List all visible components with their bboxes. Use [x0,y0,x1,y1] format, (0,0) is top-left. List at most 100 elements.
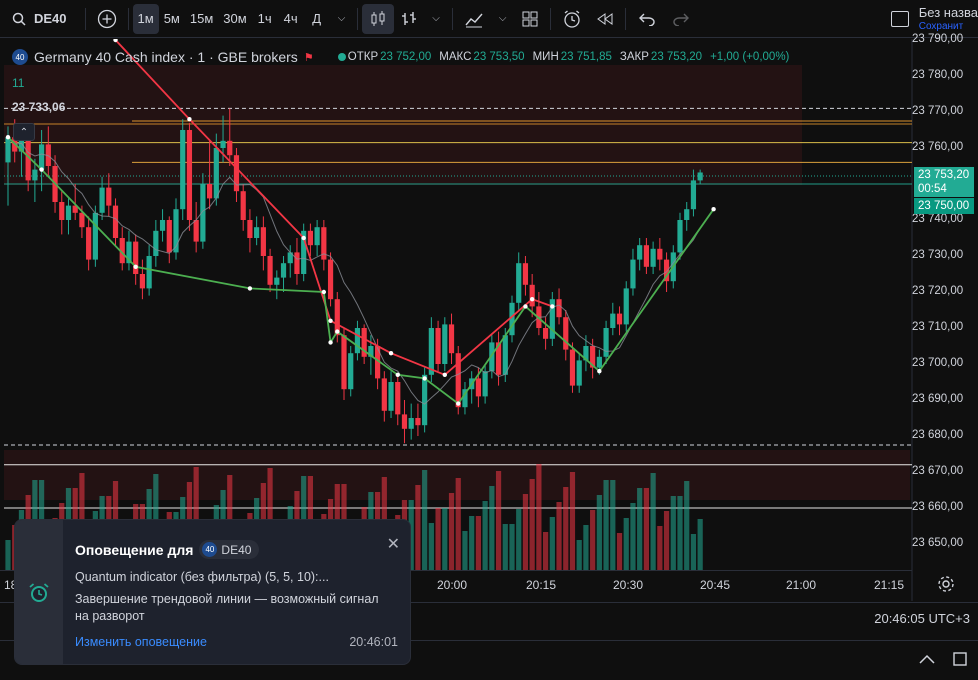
collapse-legend-button[interactable]: ⌃ [13,123,35,141]
candle-body [475,378,481,397]
pivot-point [597,369,602,374]
price-tick-label: 23 660,00 [912,501,964,513]
candle-body [227,140,233,156]
compare-button[interactable] [90,4,124,34]
alert-symbol-chip[interactable]: 40 DE40 [199,540,260,559]
candle-body [482,371,488,397]
volume-bar [502,524,508,570]
redo-button[interactable] [664,4,698,34]
layouts-button[interactable] [514,4,546,34]
maximize-icon[interactable] [952,651,968,667]
alert-symbol: DE40 [221,542,252,557]
hline-price-tag: 23 750,00 [914,198,974,214]
candle-body [415,418,421,426]
indicators-button[interactable] [457,4,491,34]
open-label: ОТКР [347,51,379,63]
symbol-title[interactable]: Germany 40 Cash index · 1 · GBE brokers [34,49,298,65]
candle-body [489,342,495,372]
clock[interactable]: 20:46:05 UTC+3 [874,611,970,626]
volume-bar [569,472,576,570]
edit-alert-link[interactable]: Изменить оповещение [75,635,207,649]
volume-bar [509,524,515,570]
alert-notification[interactable]: Оповещение для 40 DE40 ✕ Quantum indicat… [14,519,411,665]
flag-icon[interactable]: ⚑ [303,52,314,64]
candle-body [375,346,381,379]
candle-body [603,328,609,357]
candle-body [5,137,11,163]
volume-bar [630,503,636,570]
volume-bar [435,508,441,570]
volume-bar [455,478,461,570]
candle-body [509,302,515,336]
chevron-up-icon[interactable] [918,653,936,665]
bars-type-button[interactable] [394,4,424,34]
candle-body [422,374,428,426]
candle-body [657,248,663,260]
candle-body [563,317,569,350]
interval-5m[interactable]: 5м [163,11,180,26]
undo-button[interactable] [630,4,664,34]
candle-body [327,259,334,300]
volume-bar [543,532,549,570]
candle-body [18,140,25,152]
price-tick-label: 23 670,00 [912,465,964,477]
chart-pane[interactable] [0,39,978,601]
volume-bar [495,471,502,570]
chevron-down-icon[interactable]: ⌵ [337,13,346,24]
volume-bar [623,518,629,570]
close-icon[interactable]: ✕ [386,536,400,553]
replay-button[interactable] [589,4,621,34]
price-tick-label: 23 790,00 [912,33,964,45]
interval-1d[interactable]: Д [312,11,322,26]
volume-bar [529,479,535,570]
chevron-down-icon[interactable]: ⌵ [432,13,440,24]
interval-30m[interactable]: 30м [223,11,247,26]
candle-body [233,155,240,192]
candle-body [408,418,414,429]
candle-body [543,328,549,339]
candle-body [280,263,287,278]
candle-body [495,342,502,375]
last-price-tag: 23 753,20 00:54 [914,167,974,197]
pivot-point [39,167,44,172]
volume-bar [556,502,562,570]
candle-body [556,299,562,318]
settings-button[interactable] [936,574,956,594]
time-axis[interactable]: 18 20:00 20:15 20:30 20:45 21:00 21:15 [0,570,912,596]
price-chart[interactable] [0,39,978,601]
volume-bar [408,500,414,570]
candle-body [596,356,602,368]
volume-bar [522,494,529,570]
interval-1h[interactable]: 1ч [257,11,272,26]
volume-bar [448,493,455,570]
interval-15m[interactable]: 15м [189,11,214,26]
pivot-point [395,372,400,377]
candle-body [220,140,226,148]
divider [550,7,552,30]
interval-4h[interactable]: 4ч [283,11,298,26]
symbol-badge: 40 [12,49,28,65]
volume-bar [663,511,670,570]
candle-body [321,227,327,260]
volume-bar [549,517,555,570]
candle-body [401,414,408,429]
candle-body [637,245,643,260]
chevron-down-icon[interactable]: ⌵ [498,13,507,24]
interval-1m[interactable]: 1м [132,3,159,34]
change-value: +1,00 (+0,00%) [710,51,790,63]
volume-bar [690,534,697,570]
candle-body [428,328,434,375]
candles-type-button[interactable] [362,3,395,34]
volume-bar [563,487,569,570]
layout-name[interactable]: Без назва Сохранит [919,6,978,32]
candle-body [126,241,132,264]
layout-checkbox-icon[interactable] [890,11,909,27]
symbol-search[interactable]: DE40 [0,0,81,38]
price-tick-label: 23 650,00 [912,537,964,549]
candle-body [549,299,555,339]
top-toolbar: DE40 1м 5м 15м 30м 1ч 4ч Д ⌵ ⌵ ⌵ Без наз… [0,0,978,38]
alert-button[interactable] [555,4,589,34]
candle-body [334,299,340,336]
price-tick-label: 23 770,00 [912,105,964,117]
time-label: 21:00 [786,578,817,592]
